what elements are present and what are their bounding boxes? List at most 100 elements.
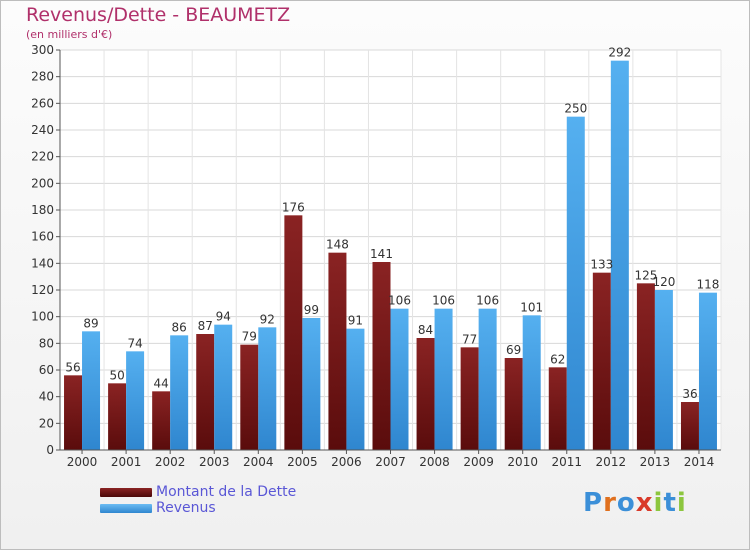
bar-label-dette: 77 [462,332,477,346]
bar-label-revenus: 118 [697,278,720,292]
x-tick-label: 2008 [419,455,450,469]
bar-revenus [346,328,365,450]
bar-dette [680,402,699,450]
bar-revenus [566,116,585,451]
x-tick-label: 2010 [507,455,538,469]
bar-dette [416,338,435,450]
y-tick-label: 260 [31,96,54,110]
bar-label-revenus: 99 [304,303,319,317]
bar-label-dette: 36 [682,387,697,401]
x-tick-label: 2014 [684,455,715,469]
bar-dette [64,375,83,450]
bar-label-revenus: 92 [260,312,275,326]
chart-legend: Montant de la Dette Revenus [100,484,296,516]
bar-label-revenus: 120 [652,275,675,289]
bar-label-dette: 44 [154,376,169,390]
bar-label-dette: 133 [590,258,613,272]
bar-label-revenus: 101 [520,300,543,314]
x-tick-label: 2004 [243,455,274,469]
x-tick-label: 2003 [199,455,230,469]
bar-label-revenus: 106 [476,294,499,308]
legend-label-revenus: Revenus [156,500,216,516]
bar-dette [152,391,171,450]
chart-title: Revenus/Dette - BEAUMETZ [26,4,291,26]
x-tick-label: 2000 [67,455,98,469]
bar-dette [284,215,303,450]
x-tick-label: 2005 [287,455,318,469]
y-tick-label: 280 [31,70,54,84]
bar-revenus [522,315,541,450]
x-tick-label: 2001 [111,455,142,469]
bar-revenus [390,308,409,450]
y-tick-label: 120 [31,283,54,297]
legend-swatch-revenus [100,503,152,513]
y-tick-label: 20 [39,416,54,430]
bar-label-dette: 125 [634,268,657,282]
bar-revenus [302,318,321,450]
logo-letter: i [653,488,664,518]
legend-item-revenus: Revenus [100,500,296,516]
bar-label-revenus: 89 [83,316,98,330]
bar-revenus [698,292,717,450]
logo-letter: x [635,488,654,518]
y-tick-label: 240 [31,123,54,137]
bar-label-dette: 176 [282,200,305,214]
bar-label-dette: 148 [326,238,349,252]
bar-dette [372,262,391,450]
bar-revenus [610,60,629,451]
bar-revenus [258,327,277,450]
x-tick-label: 2012 [596,455,627,469]
bar-dette [548,367,567,450]
bar-revenus [654,290,673,450]
y-tick-label: 140 [31,256,54,270]
legend-item-dette: Montant de la Dette [100,484,296,500]
logo-letter: i [676,488,687,518]
y-tick-label: 180 [31,203,54,217]
bar-label-dette: 141 [370,247,393,261]
x-tick-label: 2006 [331,455,362,469]
bar-label-revenus: 91 [348,314,363,328]
bar-label-revenus: 250 [564,102,587,116]
y-tick-label: 100 [31,310,54,324]
bar-label-revenus: 86 [172,320,187,334]
logo-letter: t [663,488,677,518]
bar-dette [592,272,611,450]
y-tick-label: 300 [31,43,54,57]
logo-letter: r [603,488,617,518]
bar-label-dette: 69 [506,343,521,357]
y-tick-label: 0 [46,443,54,457]
y-tick-label: 160 [31,230,54,244]
x-tick-label: 2013 [640,455,671,469]
x-tick-label: 2011 [551,455,582,469]
bar-label-dette: 62 [550,352,565,366]
bar-label-revenus: 106 [388,294,411,308]
bar-label-dette: 56 [65,360,80,374]
bar-label-revenus: 292 [608,46,631,60]
bar-dette [636,283,655,450]
bar-label-dette: 87 [198,319,213,333]
legend-label-dette: Montant de la Dette [156,484,297,500]
bar-revenus [214,324,233,450]
x-tick-label: 2009 [463,455,494,469]
bar-dette [108,383,127,450]
bar-label-dette: 84 [418,323,433,337]
y-tick-label: 60 [39,363,54,377]
logo-letter: P [583,488,604,518]
chart-subtitle: (en milliers d'€) [26,28,113,41]
y-tick-label: 200 [31,176,54,190]
bar-label-dette: 50 [109,368,124,382]
bar-revenus [478,308,497,450]
y-tick-label: 40 [39,390,54,404]
bar-revenus [82,331,101,450]
logo-letter: o [616,488,636,518]
bar-revenus [170,335,189,450]
bar-dette [240,344,259,450]
x-tick-label: 2002 [155,455,186,469]
bar-label-revenus: 94 [216,310,231,324]
bar-label-dette: 79 [242,330,257,344]
bar-dette [460,347,479,450]
x-tick-label: 2007 [375,455,406,469]
bar-dette [328,252,347,450]
bar-revenus [434,308,453,450]
